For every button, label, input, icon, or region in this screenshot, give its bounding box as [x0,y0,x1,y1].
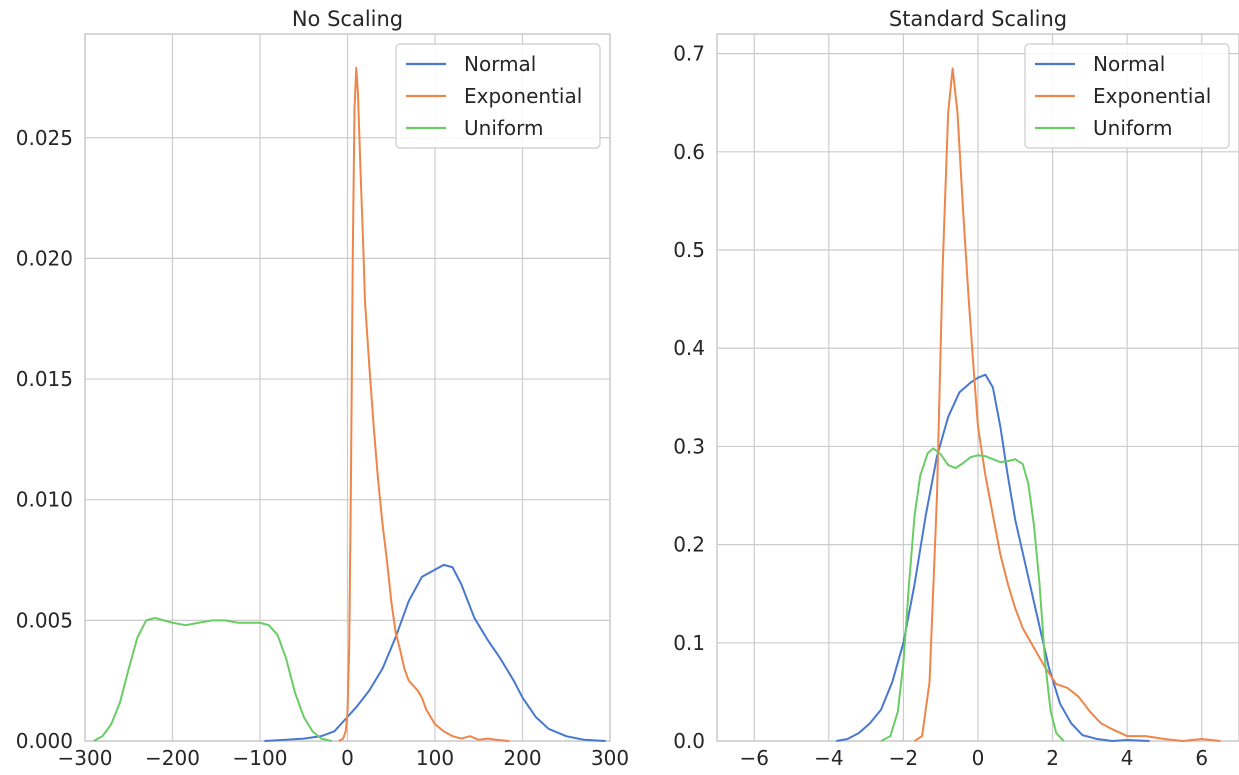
series-line-exponential [338,66,510,742]
x-tick-label: −200 [145,746,200,770]
y-tick-label: 0.7 [673,42,705,66]
y-tick-label: 0.6 [673,140,705,164]
x-tick-label: 100 [416,746,454,770]
legend-label-exponential: Exponential [464,84,582,108]
y-tick-label: 0.1 [673,631,705,655]
series-line-normal [264,563,606,742]
series-line-normal [836,373,1150,742]
y-tick-label: 0.2 [673,533,705,557]
x-tick-label: 0 [341,746,354,770]
plot-frame [716,33,1239,742]
y-tick-label: 0.005 [16,608,73,632]
chart-title: Standard Scaling [889,7,1067,31]
x-tick-label: −4 [814,746,843,770]
y-tick-label: 0.010 [16,488,73,512]
x-tick-label: 4 [1121,746,1134,770]
x-tick-label: −6 [740,746,769,770]
series-line-uniform [93,616,332,742]
y-tick-label: 0.3 [673,434,705,458]
x-tick-label: −300 [58,746,113,770]
legend-label-normal: Normal [464,52,536,76]
x-tick-label: 6 [1195,746,1208,770]
chart-standard-scaling: −6 −4 −2 0 2 4 6 0.0 0.1 0.2 0.3 0.4 0.5 0.6 0.7 Standa… [673,7,1239,770]
x-tick-label: −2 [889,746,918,770]
x-tick-label: 2 [1046,746,1059,770]
x-tick-label: −100 [233,746,288,770]
legend: Normal Exponential Uniform [395,43,601,149]
y-tick-label: 0.015 [16,367,73,391]
legend-label-exponential: Exponential [1093,84,1211,108]
x-tick-label: 200 [503,746,541,770]
x-tick-label: 300 [591,746,629,770]
legend: Normal Exponential Uniform [1024,43,1230,149]
legend-label-uniform: Uniform [464,116,544,140]
y-tick-label: 0.5 [673,238,705,262]
x-tick-label: 0 [972,746,985,770]
y-tick-label: 0.020 [16,246,73,270]
y-tick-label: 0.025 [16,126,73,150]
y-tick-label: 0.4 [673,336,705,360]
legend-label-normal: Normal [1093,52,1165,76]
chart-title: No Scaling [292,7,403,31]
plot-frame [84,33,611,742]
legend-box [1024,43,1230,149]
series-line-exponential [914,67,1221,742]
y-tick-label: 0.000 [16,729,73,753]
y-tick-label: 0.0 [673,729,705,753]
legend-label-uniform: Uniform [1093,116,1173,140]
chart-no-scaling: −300 −200 −100 0 100 200 300 0.000 0.005 0.010 0.0… [16,7,629,770]
legend-box [395,43,601,149]
series-line-uniform [880,447,1065,742]
